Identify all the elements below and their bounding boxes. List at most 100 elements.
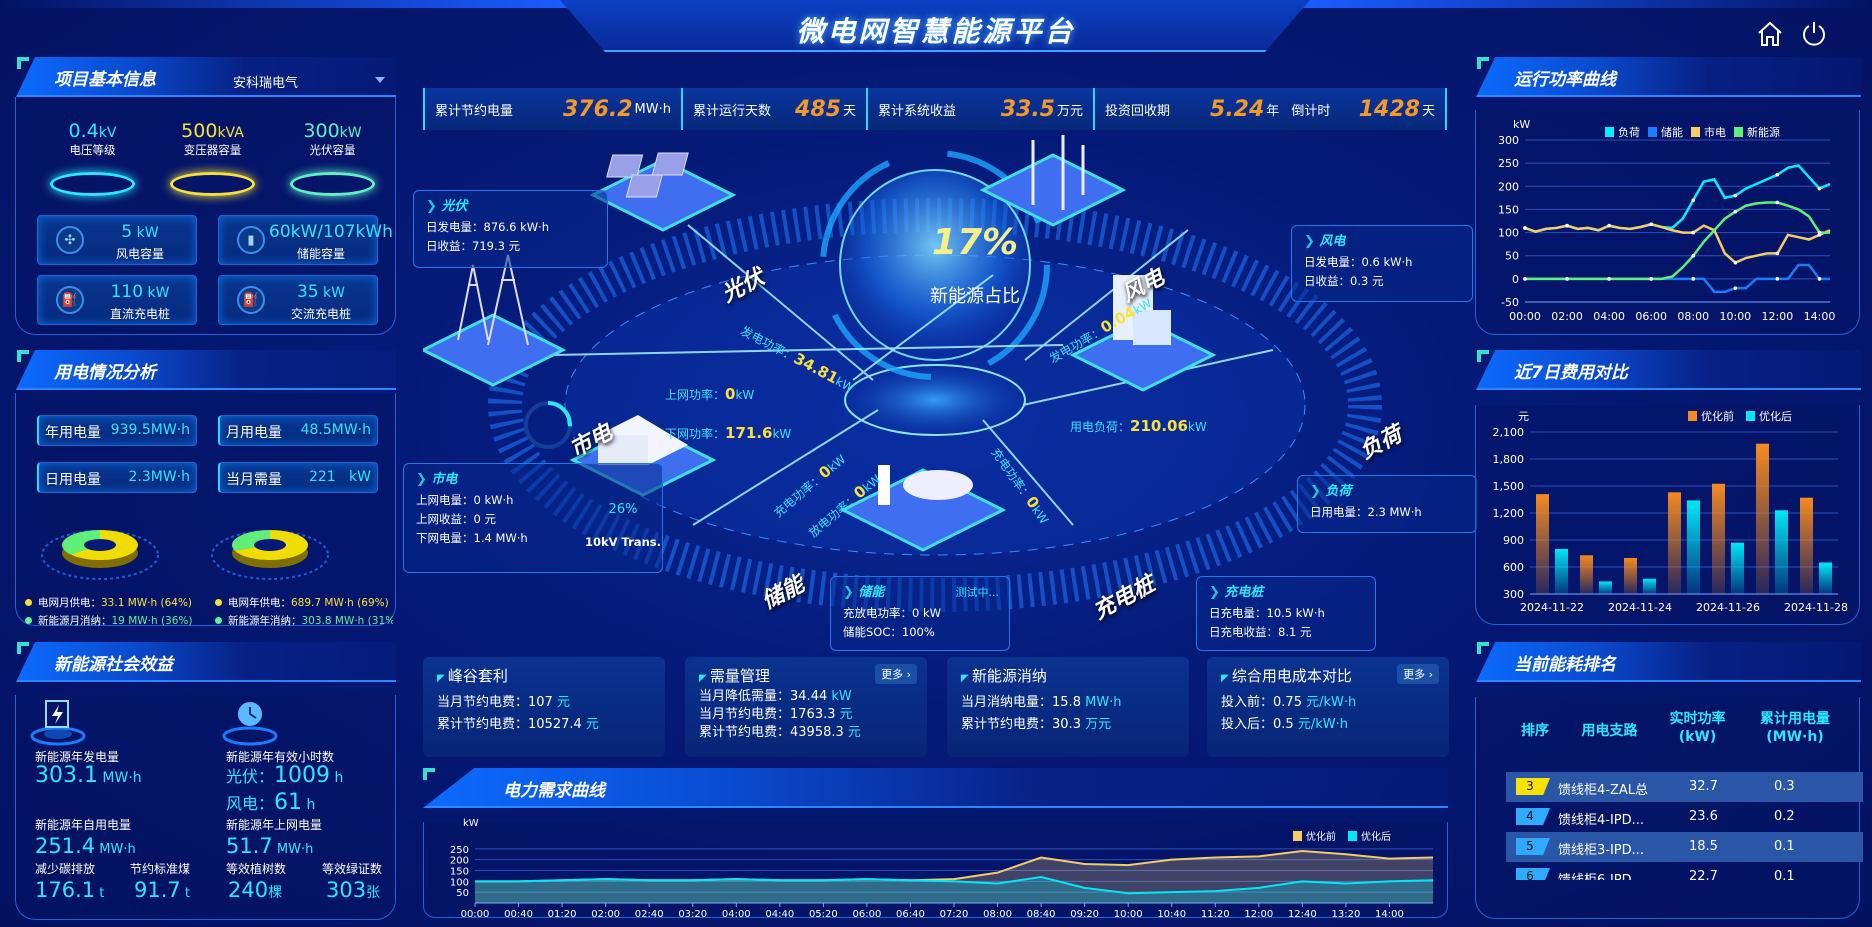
row-unit: 万元: [1080, 717, 1112, 732]
data-point: [1523, 226, 1527, 230]
carbon-unit: t: [95, 886, 105, 901]
usage-stat: 年用电量 939.5MW·h: [37, 415, 197, 446]
data-point: [1775, 200, 1780, 205]
ranking-row[interactable]: 3 馈线柜4-ZAL总 32.7 0.3: [1506, 772, 1863, 802]
energy-flow-scene: [423, 135, 1382, 612]
stat-value: 485: [795, 96, 841, 122]
stat-payback: 投资回收期 5.24 年倒计时 1428 天: [1093, 88, 1447, 130]
stat-label: 累计节约电量: [435, 103, 514, 119]
capacity-unit: kW: [132, 225, 159, 241]
panel-title: 新能源社会效益: [54, 655, 173, 675]
capacity-value: 60kW/107kWh: [269, 222, 393, 242]
panel-body-power: [1475, 110, 1860, 335]
stat-value: 376.2: [562, 96, 633, 122]
x-tick-label: 10:00: [1114, 909, 1143, 920]
flow-value: 210.06: [1130, 417, 1188, 435]
gen-unit: MW·h: [97, 770, 142, 786]
gen-label: 新能源年发电量: [35, 750, 120, 764]
legend-swatch: [1348, 831, 1357, 841]
data-point: [1775, 172, 1780, 177]
capacity-card: ⛽ 110 kW 直流充电桩: [37, 275, 197, 325]
card-row: 投入后：0.5 元/kW·h: [1221, 714, 1435, 736]
cost-bar-chart: 300 600 900 1,200 1,500 1,800 2,100 元 优化前 优化后 2024…: [1493, 409, 1848, 614]
info-line: 日用电量：2.3 MW·h: [1310, 505, 1422, 519]
gauge-ring: [290, 172, 375, 196]
wind-turbine-icon: ✣: [56, 226, 84, 254]
panel-header-power: 运行功率曲线: [1476, 57, 1861, 97]
stat-run-days: 累计运行天数 485 天: [681, 88, 866, 130]
bar-优化后-2024-11-24: [1643, 578, 1656, 594]
pv-hours-unit: h: [330, 770, 344, 786]
stat-unit: 万元: [1056, 103, 1083, 119]
info-line: 日充电收益：8.1 元: [1209, 625, 1312, 639]
supply-legend-item: 电网年供电：689.7 MW·h (69%): [215, 595, 389, 610]
panel-header-cost: 近7日费用对比: [1476, 350, 1861, 390]
legend-label: 新能源年消纳：: [228, 615, 302, 627]
chevron-down-icon[interactable]: [375, 77, 385, 85]
capacity-label: 储能容量: [296, 247, 345, 261]
bar-优化后-2024-11-25: [1687, 500, 1700, 594]
row-value: 1763.3: [790, 707, 836, 722]
x-tick-label: 00:40: [504, 909, 533, 920]
row-unit: 元: [835, 707, 853, 722]
wind-hours-value: 61: [274, 790, 303, 815]
data-point: [1817, 230, 1822, 235]
branch-power: 23.6: [1689, 809, 1718, 824]
grid-feed-label: 新能源年上网电量: [226, 818, 323, 832]
hours-label: 新能源年有效小时数: [226, 750, 335, 764]
data-point: [1607, 223, 1611, 228]
x-tick-label: 2024-11-24: [1608, 601, 1672, 614]
panel-header-social: 新能源社会效益: [16, 642, 396, 682]
legend-label: 储能: [1661, 125, 1683, 139]
info-title: 充电桩: [1209, 583, 1363, 602]
ranking-header: 实时功率 (kW): [1669, 711, 1726, 745]
gauge-label: 电压等级: [69, 143, 116, 157]
series-line-负荷: [1524, 164, 1831, 233]
capacity-unit: kW: [318, 285, 346, 301]
info-line: 上网收益：0 元: [416, 512, 496, 526]
legend-dot: [215, 599, 222, 606]
y-tick-label: -50: [1501, 296, 1519, 309]
y-tick-label: 100: [450, 877, 469, 888]
gauge-0: 0.4kV 电压等级: [45, 120, 140, 200]
summary-stat-bar: 累计节约电量 376.2 MW·h 累计运行天数 485 天 累计系统收益 33.5 万元 …: [423, 88, 1447, 130]
power-icon[interactable]: [1800, 20, 1828, 48]
panel-header-project: 项目基本信息: [16, 57, 396, 97]
card-row: 累计节约电费：30.3 万元: [961, 714, 1175, 736]
row-unit: 元: [581, 717, 599, 732]
tree-value: 240: [228, 878, 269, 902]
y-tick-label: 200: [1498, 180, 1519, 193]
stat-revenue: 累计系统收益 33.5 万元: [866, 88, 1093, 130]
gauge-unit: kVA: [217, 125, 244, 141]
legend-swatch: [1648, 127, 1657, 137]
capacity-card: ✣ 5 kW 风电容量: [37, 215, 197, 265]
panel-title: 运行功率曲线: [1514, 70, 1616, 90]
x-tick-label: 05:20: [809, 909, 838, 920]
capacity-unit: kW: [143, 285, 170, 301]
supply-legend-item: 新能源年消纳：303.8 MW·h (31%): [215, 613, 393, 628]
ranking-row[interactable]: 6 馈线柜6-IPD... 22.7 0.1: [1506, 862, 1863, 880]
x-tick-label: 04:00: [722, 909, 751, 920]
ranking-row[interactable]: 5 馈线柜3-IPD... 18.5 0.1: [1506, 832, 1863, 862]
panel-title: 当前能耗排名: [1514, 655, 1616, 675]
card-row: 当月消纳电量：15.8 MW·h: [961, 692, 1175, 714]
legend-dot: [25, 599, 32, 606]
row-label: 累计节约电费：: [699, 725, 791, 740]
home-icon[interactable]: [1756, 20, 1784, 48]
x-tick-label: 08:00: [983, 909, 1012, 920]
row-unit: 元: [552, 695, 570, 710]
y-tick-label: 50: [456, 888, 469, 899]
cert-value: 303: [326, 878, 367, 902]
branch-energy: 0.1: [1774, 869, 1795, 880]
info-title: 市电: [416, 470, 650, 489]
more-button[interactable]: 更多 ›: [875, 664, 917, 684]
branch-energy: 0.1: [1774, 839, 1795, 854]
info-line: 日发电量：0.6 kW·h: [1304, 255, 1413, 269]
x-tick-label: 12:00: [1762, 310, 1794, 323]
ranking-row[interactable]: 4 馈线柜4-IPD... 23.6 0.2: [1506, 802, 1863, 832]
more-button[interactable]: 更多 ›: [1397, 664, 1439, 684]
flow-value: 171.6: [725, 424, 773, 442]
